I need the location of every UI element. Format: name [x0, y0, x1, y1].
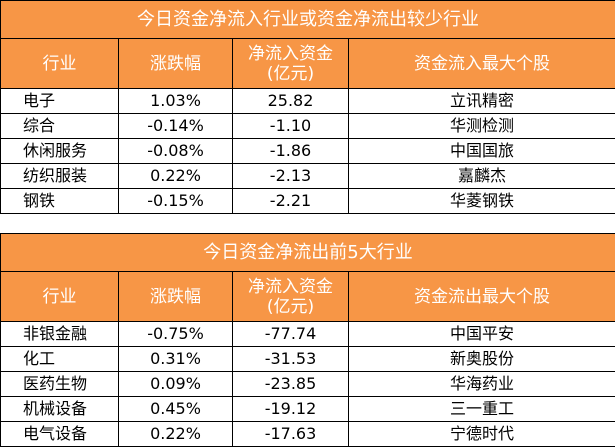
header-cell: 涨跌幅	[119, 39, 233, 89]
table-cell: 电子	[1, 89, 119, 114]
table-cell: 华海药业	[349, 372, 615, 397]
table-title: 今日资金净流入行业或资金净流出较少行业	[1, 1, 615, 39]
spacer	[0, 214, 615, 233]
table-cell: 立讯精密	[349, 89, 615, 114]
table-cell: 宁德时代	[349, 422, 615, 447]
table-cell: -31.53	[233, 347, 349, 372]
table-cell: 0.09%	[119, 372, 233, 397]
header-row: 行业涨跌幅净流入资金 (亿元)资金流入最大个股	[1, 39, 615, 89]
table-cell: 化工	[1, 347, 119, 372]
title-row: 今日资金净流入行业或资金净流出较少行业	[1, 1, 615, 39]
table-cell: -0.14%	[119, 114, 233, 139]
table-cell: 0.22%	[119, 164, 233, 189]
table-cell: 新奥股份	[349, 347, 615, 372]
table-cell: 综合	[1, 114, 119, 139]
table-cell: 纺织服装	[1, 164, 119, 189]
table-cell: 中国国旅	[349, 139, 615, 164]
table-cell: -0.08%	[119, 139, 233, 164]
header-cell: 资金流出最大个股	[349, 272, 615, 322]
header-cell: 资金流入最大个股	[349, 39, 615, 89]
header-cell: 涨跌幅	[119, 272, 233, 322]
table-cell: 嘉麟杰	[349, 164, 615, 189]
table-cell: 电气设备	[1, 422, 119, 447]
table-cell: -0.75%	[119, 322, 233, 347]
table-title: 今日资金净流出前5大行业	[1, 234, 615, 272]
table-cell: 中国平安	[349, 322, 615, 347]
table-cell: -77.74	[233, 322, 349, 347]
outflow-table: 今日资金净流出前5大行业行业涨跌幅净流入资金 (亿元)资金流出最大个股非银金融-…	[0, 233, 615, 447]
table-cell: 机械设备	[1, 397, 119, 422]
inflow-table: 今日资金净流入行业或资金净流出较少行业行业涨跌幅净流入资金 (亿元)资金流入最大…	[0, 0, 615, 214]
header-cell: 行业	[1, 39, 119, 89]
table-cell: -17.63	[233, 422, 349, 447]
table-cell: 25.82	[233, 89, 349, 114]
table-cell: -0.15%	[119, 189, 233, 214]
header-cell: 行业	[1, 272, 119, 322]
table-cell: 华测检测	[349, 114, 615, 139]
table-cell: 华菱钢铁	[349, 189, 615, 214]
table-cell: -19.12	[233, 397, 349, 422]
table-cell: -1.86	[233, 139, 349, 164]
table-cell: 医药生物	[1, 372, 119, 397]
table-cell: 0.22%	[119, 422, 233, 447]
table-cell: 非银金融	[1, 322, 119, 347]
table-cell: -2.21	[233, 189, 349, 214]
table-cell: -2.13	[233, 164, 349, 189]
header-cell: 净流入资金 (亿元)	[233, 39, 349, 89]
table-cell: 休闲服务	[1, 139, 119, 164]
header-cell: 净流入资金 (亿元)	[233, 272, 349, 322]
table-cell: 三一重工	[349, 397, 615, 422]
table-cell: 0.31%	[119, 347, 233, 372]
table-cell: 0.45%	[119, 397, 233, 422]
title-row: 今日资金净流出前5大行业	[1, 234, 615, 272]
header-row: 行业涨跌幅净流入资金 (亿元)资金流出最大个股	[1, 272, 615, 322]
table-cell: -23.85	[233, 372, 349, 397]
table-cell: 1.03%	[119, 89, 233, 114]
table-cell: -1.10	[233, 114, 349, 139]
table-cell: 钢铁	[1, 189, 119, 214]
